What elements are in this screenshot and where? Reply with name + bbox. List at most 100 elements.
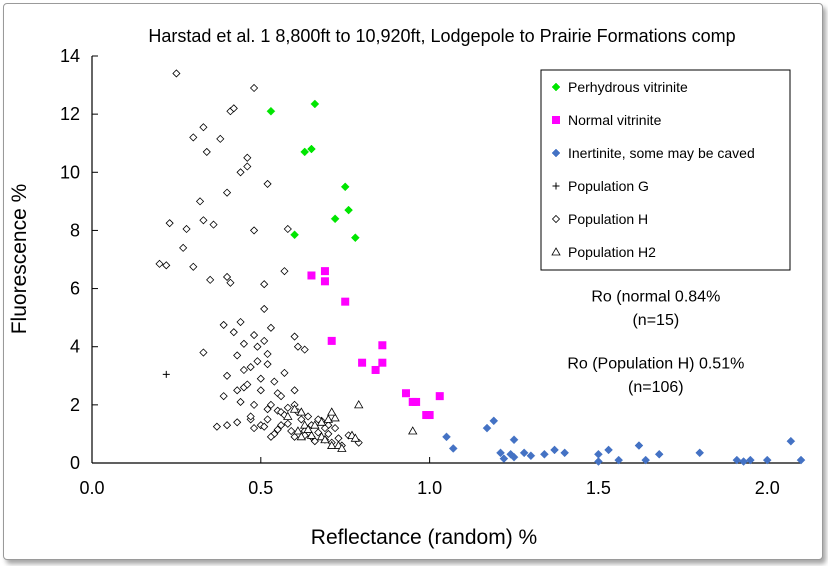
data-point [253, 357, 262, 366]
data-point [249, 83, 259, 93]
data-point [260, 304, 269, 313]
data-point [614, 455, 624, 465]
data-point [263, 405, 272, 414]
data-point [260, 336, 269, 345]
data-point [341, 297, 350, 306]
data-point [378, 341, 387, 350]
legend-label: Population H [568, 211, 648, 227]
data-point [202, 147, 211, 157]
x-axis-ticks: 0.0 0.5 1.0 1.5 2.0 [79, 457, 780, 498]
data-point [236, 168, 245, 177]
data-point [327, 407, 337, 416]
data-point [249, 400, 259, 409]
data-point [246, 412, 255, 421]
x-axis-title: Reflectance (random) % [311, 526, 537, 549]
data-point [314, 428, 323, 437]
legend-label: Population G [568, 178, 649, 194]
data-point [233, 386, 242, 395]
data-point [283, 224, 292, 234]
data-point [209, 220, 218, 229]
data-point [306, 430, 317, 439]
data-point [310, 99, 320, 109]
data-point [320, 277, 329, 286]
legend-marker [551, 214, 561, 224]
data-point [358, 358, 367, 367]
data-point [243, 162, 252, 171]
annotation-text: (n=106) [628, 379, 684, 396]
series-population-g [162, 370, 170, 378]
x-tick-label: 1.5 [586, 478, 611, 498]
annotation-text: (n=15) [632, 312, 679, 329]
data-point [293, 342, 303, 351]
data-point [283, 403, 292, 412]
data-point [246, 362, 255, 372]
data-point [489, 416, 499, 426]
data-point [216, 134, 225, 143]
data-point [594, 449, 603, 459]
data-points [155, 69, 806, 466]
data-point [199, 123, 208, 132]
data-point [442, 432, 451, 442]
data-point [263, 349, 272, 359]
data-point [189, 133, 198, 142]
data-point [499, 454, 509, 463]
data-point [786, 436, 796, 446]
data-point [273, 425, 282, 434]
data-point [327, 336, 336, 345]
data-point [266, 400, 276, 409]
data-point [307, 144, 316, 154]
y-tick-label: 14 [60, 46, 80, 66]
annotation-text: Ro (normal 0.84% [591, 289, 720, 306]
series-normal-vitrinite [307, 267, 444, 420]
data-point [300, 420, 310, 429]
data-point [229, 328, 238, 337]
data-point [448, 444, 458, 453]
series-inertinite-some-may-be-caved [442, 416, 806, 466]
data-point [249, 226, 259, 235]
data-point [290, 432, 299, 441]
data-point [219, 320, 228, 329]
data-point [401, 389, 410, 398]
data-point [182, 224, 191, 234]
data-point [199, 216, 208, 225]
data-point [307, 271, 316, 280]
x-tick-label: 0.5 [248, 478, 273, 498]
data-point [260, 422, 269, 431]
y-tick-label: 8 [70, 220, 80, 240]
data-point [290, 332, 299, 341]
series-population-h2 [283, 400, 418, 452]
data-point [266, 323, 276, 332]
data-point [320, 424, 330, 433]
data-point [378, 358, 387, 367]
data-point [249, 424, 259, 433]
y-axis-ticks: 0 2 4 6 8 10 12 14 [60, 46, 98, 473]
data-point [249, 331, 259, 340]
legend-label: Inertinite, some may be caved [568, 145, 755, 161]
data-point [310, 420, 320, 429]
data-point [732, 455, 742, 465]
data-point [280, 267, 289, 276]
data-point [695, 448, 705, 458]
series-perhydrous-vitrinite [266, 99, 360, 243]
data-point [263, 415, 272, 424]
data-point [323, 414, 334, 423]
data-point [425, 411, 434, 420]
data-point [256, 386, 265, 395]
legend-label: Perhydrous vitrinite [568, 79, 688, 95]
y-tick-label: 6 [70, 279, 80, 299]
data-point [320, 267, 329, 276]
x-tick-label: 0.0 [79, 478, 104, 498]
data-point [266, 106, 276, 116]
data-point [482, 423, 492, 433]
data-point [350, 233, 360, 243]
data-point [172, 69, 181, 78]
data-point [654, 449, 664, 459]
data-point [226, 278, 235, 287]
data-point [526, 451, 536, 461]
data-point [300, 345, 309, 354]
data-point [253, 342, 262, 351]
data-point [162, 261, 171, 270]
data-point [303, 424, 313, 433]
data-point [222, 421, 232, 430]
data-point [762, 455, 772, 465]
